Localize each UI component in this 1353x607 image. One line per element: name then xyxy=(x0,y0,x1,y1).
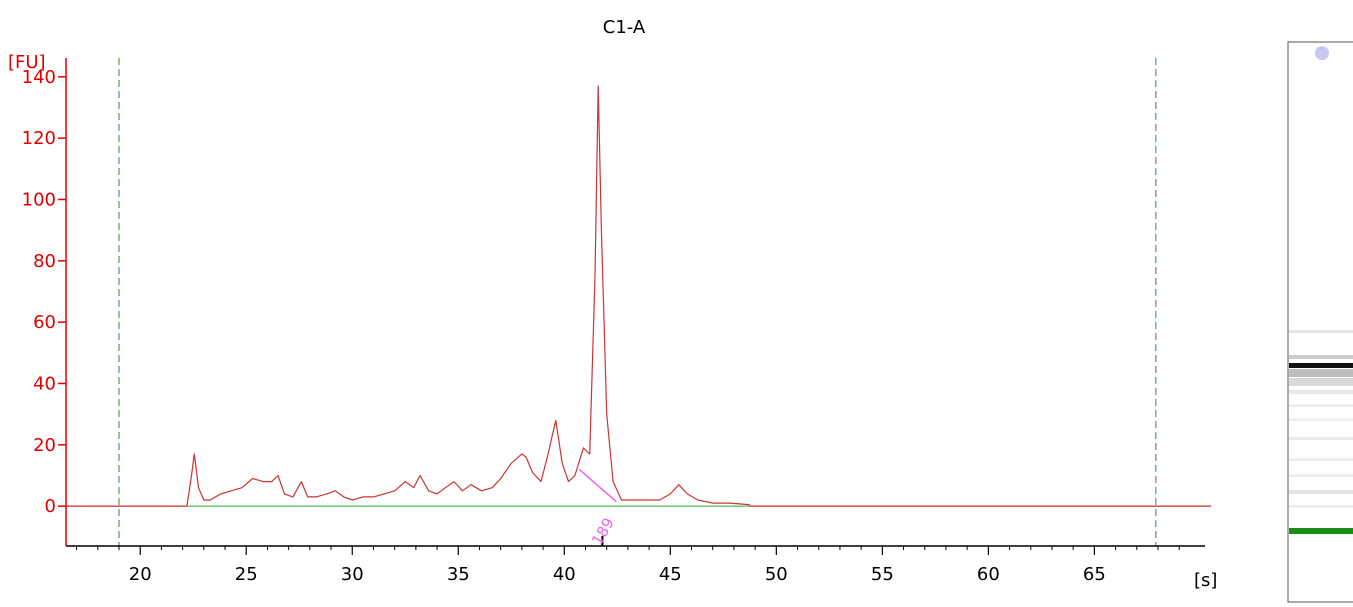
gel-faint-band xyxy=(1289,418,1353,421)
peak-size-label: 189 xyxy=(588,515,618,549)
x-tick-label: 65 xyxy=(1083,564,1106,585)
x-tick-label: 60 xyxy=(977,564,1000,585)
x-axis-unit-label: [s] xyxy=(1194,570,1217,591)
gel-faint-band xyxy=(1289,505,1353,508)
y-tick-label: 100 xyxy=(22,189,56,210)
x-axis-ticks: 20 25 30 35 40 45 50 55 60 65 xyxy=(76,536,1180,585)
gel-faint-band xyxy=(1289,390,1353,394)
y-tick-label: 20 xyxy=(33,435,56,456)
x-tick-label: 50 xyxy=(765,564,788,585)
trace-line xyxy=(66,85,1211,507)
peak-annotation: 189 xyxy=(578,468,618,549)
gel-lane-frame xyxy=(1287,41,1353,603)
y-tick-label: 0 xyxy=(45,496,56,517)
gel-faint-band xyxy=(1289,437,1353,440)
gel-faint-band xyxy=(1289,369,1353,377)
gel-faint-band xyxy=(1289,404,1353,407)
marker-lines xyxy=(118,58,1157,546)
gel-faint-band xyxy=(1289,474,1353,477)
y-tick-label: 60 xyxy=(33,312,56,333)
y-tick-label: 80 xyxy=(33,251,56,272)
y-tick-label: 40 xyxy=(33,373,56,394)
y-tick-label: 140 xyxy=(22,67,56,88)
y-axis-unit-label: [FU] xyxy=(8,52,46,73)
x-tick-label: 55 xyxy=(871,564,894,585)
x-tick-label: 30 xyxy=(341,564,364,585)
upper-marker-spot xyxy=(1315,46,1329,60)
gel-lane-image xyxy=(1287,41,1353,603)
gel-faint-band xyxy=(1289,490,1353,494)
x-tick-label: 35 xyxy=(447,564,470,585)
plot-area xyxy=(66,85,1211,507)
gel-faint-band xyxy=(1289,330,1353,333)
y-tick-label: 120 xyxy=(22,128,56,149)
x-tick-label: 20 xyxy=(129,564,152,585)
gel-faint-band xyxy=(1289,378,1353,386)
gel-faint-band xyxy=(1289,355,1353,359)
y-axis-ticks: 0 20 40 60 80 100 120 140 xyxy=(22,67,66,517)
peak-integration-line xyxy=(578,468,617,503)
gel-main-band xyxy=(1289,363,1353,368)
lower-marker-band xyxy=(1289,528,1353,534)
x-tick-label: 40 xyxy=(553,564,576,585)
x-tick-label: 25 xyxy=(235,564,258,585)
x-tick-label: 45 xyxy=(659,564,682,585)
gel-faint-band xyxy=(1289,458,1353,461)
chart-axes xyxy=(65,58,1205,547)
chart-title: C1-A xyxy=(603,17,646,38)
